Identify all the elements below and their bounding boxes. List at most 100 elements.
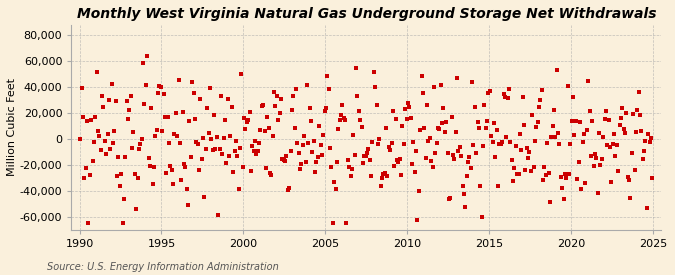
Point [393, 160, 404, 164]
Point [90, 115, 101, 119]
Point [313, 155, 323, 159]
Point [379, 171, 390, 175]
Point [616, 116, 626, 120]
Point [562, 84, 573, 88]
Point [123, 117, 134, 121]
Point [470, 150, 481, 155]
Point [139, 101, 150, 106]
Point [431, 141, 442, 145]
Point [535, 98, 546, 103]
Point [378, 172, 389, 176]
Point [331, 160, 342, 165]
Point [558, 197, 569, 202]
Point [500, 94, 510, 99]
Point [547, 123, 558, 128]
Point [161, 171, 171, 176]
Point [310, 170, 321, 175]
Point [92, 129, 103, 133]
Point [546, 134, 557, 139]
Point [390, 117, 401, 122]
Point [103, 98, 114, 103]
Point [517, 95, 528, 99]
Point [186, 155, 196, 159]
Point [267, 133, 278, 138]
Point [410, 149, 421, 153]
Text: Source: U.S. Energy Information Administration: Source: U.S. Energy Information Administ… [47, 262, 279, 272]
Point [322, 74, 333, 79]
Point [624, 178, 634, 183]
Point [551, 68, 562, 72]
Point [87, 159, 98, 164]
Point [404, 105, 414, 109]
Point [321, 106, 331, 110]
Point [285, 149, 296, 153]
Point [545, 200, 556, 205]
Point [526, 113, 537, 117]
Point [510, 144, 521, 148]
Point [435, 82, 446, 87]
Point [506, 158, 517, 162]
Point [409, 170, 420, 174]
Point [375, 184, 386, 188]
Point [78, 115, 88, 120]
Point [263, 126, 274, 130]
Point [443, 197, 454, 201]
Point [109, 129, 119, 133]
Point [634, 112, 645, 117]
Point [554, 142, 565, 146]
Point [334, 118, 345, 122]
Point [645, 136, 656, 141]
Point [633, 90, 644, 94]
Point [275, 97, 286, 101]
Point [483, 91, 494, 95]
Point [514, 132, 525, 137]
Point [531, 125, 541, 130]
Point [534, 104, 545, 109]
Point [475, 184, 486, 189]
Point [614, 123, 625, 127]
Point [134, 147, 144, 151]
Point [396, 173, 406, 177]
Point [589, 152, 600, 156]
Point [110, 99, 121, 103]
Point [179, 161, 190, 166]
Point [412, 217, 423, 222]
Point [524, 150, 535, 154]
Point [242, 119, 252, 124]
Point [495, 142, 506, 147]
Point [469, 105, 480, 109]
Point [348, 133, 358, 137]
Point [426, 158, 437, 163]
Point [474, 126, 485, 131]
Point [381, 126, 392, 131]
Point [82, 119, 92, 123]
Point [377, 176, 387, 180]
Point [132, 175, 143, 180]
Point [202, 106, 213, 111]
Point [159, 114, 170, 119]
Point [644, 139, 655, 144]
Point [456, 154, 466, 158]
Point [370, 85, 381, 89]
Point [265, 171, 275, 175]
Point [330, 187, 341, 191]
Point [203, 131, 214, 136]
Point [434, 127, 445, 132]
Point [303, 141, 314, 145]
Point [556, 174, 566, 179]
Point [307, 150, 318, 154]
Point [433, 126, 443, 130]
Point [539, 164, 550, 169]
Point [557, 186, 568, 190]
Point [419, 126, 430, 130]
Point [277, 157, 288, 162]
Point [537, 88, 547, 92]
Point [258, 103, 269, 107]
Point [460, 205, 470, 209]
Point [195, 97, 206, 101]
Point [629, 168, 640, 172]
Point [213, 213, 223, 217]
Point [146, 106, 157, 110]
Point [226, 104, 237, 109]
Point [613, 169, 624, 173]
